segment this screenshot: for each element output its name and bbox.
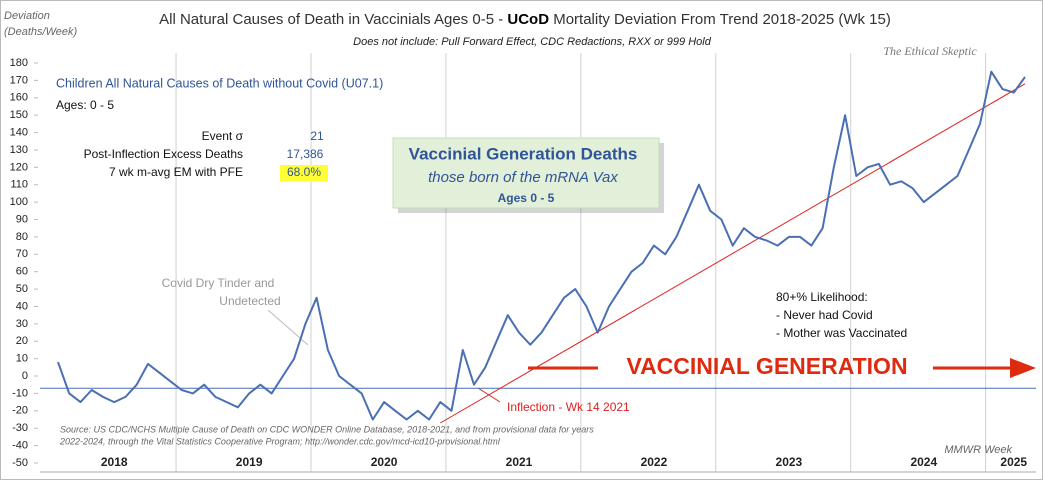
y-tick-label: 180 [10, 57, 28, 69]
y-axis-label: Deviation [4, 10, 50, 22]
y-tick-label: 50 [16, 283, 28, 295]
y-tick-label: 110 [10, 179, 28, 191]
x-tick-label: 2020 [371, 455, 398, 469]
y-tick-label: 120 [10, 161, 28, 173]
chart-title: All Natural Causes of Death in Vaccinial… [159, 11, 891, 28]
y-tick-label: 90 [16, 213, 28, 225]
annotation: Covid Dry Tinder and [162, 276, 275, 290]
callout-subtitle: those born of the mRNA Vax [428, 169, 618, 186]
watermark: The Ethical Skeptic [883, 44, 977, 58]
arrow-head [1010, 358, 1036, 378]
subtitle: Does not include: Pull Forward Effect, C… [353, 36, 712, 48]
annotation: Undetected [219, 294, 280, 308]
y-tick-label: 170 [10, 74, 28, 86]
annotation: Inflection - Wk 14 2021 [507, 400, 630, 414]
annotation: 80+% Likelihood: [776, 290, 868, 304]
annotation-banner: VACCINIAL GENERATION [626, 353, 907, 379]
y-tick-label: 30 [16, 318, 28, 330]
data-line [57, 70, 1026, 421]
y-tick-label: 140 [10, 126, 28, 138]
source-note: 2022-2024, through the Vital Statistics … [59, 436, 501, 446]
callout-box [392, 137, 660, 209]
trend-line [440, 83, 1026, 424]
y-tick-label: 130 [10, 144, 28, 156]
y-tick-label: 150 [10, 109, 28, 121]
x-tick-label: 2021 [506, 455, 533, 469]
y-tick-label: 80 [16, 231, 28, 243]
annotation: - Never had Covid [776, 308, 873, 322]
title-part: UCoD [507, 11, 549, 28]
stat-label: Event σ [202, 129, 244, 143]
y-tick-label: 20 [16, 335, 28, 347]
y-tick-label: 70 [16, 248, 28, 260]
y-tick-label: 100 [10, 196, 28, 208]
y-tick-label: -50 [12, 457, 28, 469]
callout-title: Vaccinial Generation Deaths [409, 144, 638, 163]
y-tick-label: 60 [16, 266, 28, 278]
legend-label: Children All Natural Causes of Death wit… [56, 76, 383, 90]
y-tick-label: -20 [12, 405, 28, 417]
annotation: - Mother was Vaccinated [776, 326, 907, 340]
y-axis-label: (Deaths/Week) [4, 26, 77, 38]
stat-value: 17,386 [287, 147, 324, 161]
title-part: All Natural Causes of Death in Vaccinial… [159, 11, 507, 28]
y-tick-label: 0 [22, 370, 28, 382]
source-note: Source: US CDC/NCHS Multiple Cause of De… [60, 424, 594, 434]
callout-ages: Ages 0 - 5 [498, 191, 555, 205]
title-part: Mortality Deviation From Trend 2018-2025… [549, 11, 891, 28]
x-tick-label: 2019 [236, 455, 263, 469]
stat-value: 21 [310, 129, 324, 143]
stat-label: Post-Inflection Excess Deaths [84, 147, 243, 161]
x-tick-label: 2025 [1000, 455, 1027, 469]
y-tick-label: 40 [16, 300, 28, 312]
stat-label: 7 wk m-avg EM with PFE [109, 165, 243, 179]
y-tick-label: -40 [12, 440, 28, 452]
y-tick-label: -30 [12, 422, 28, 434]
x-tick-label: 2018 [101, 455, 128, 469]
y-tick-label: 10 [16, 353, 28, 365]
highlight [280, 165, 328, 181]
x-tick-label: 2022 [641, 455, 668, 469]
x-tick-label: 2023 [776, 455, 803, 469]
stat-value: 68.0% [287, 165, 321, 179]
y-tick-label: -10 [12, 387, 28, 399]
y-tick-label: 160 [10, 92, 28, 104]
x-tick-label: 2024 [910, 455, 937, 469]
ages-label: Ages: 0 - 5 [56, 98, 114, 112]
x-axis-label: MMWR Week [944, 444, 1012, 456]
